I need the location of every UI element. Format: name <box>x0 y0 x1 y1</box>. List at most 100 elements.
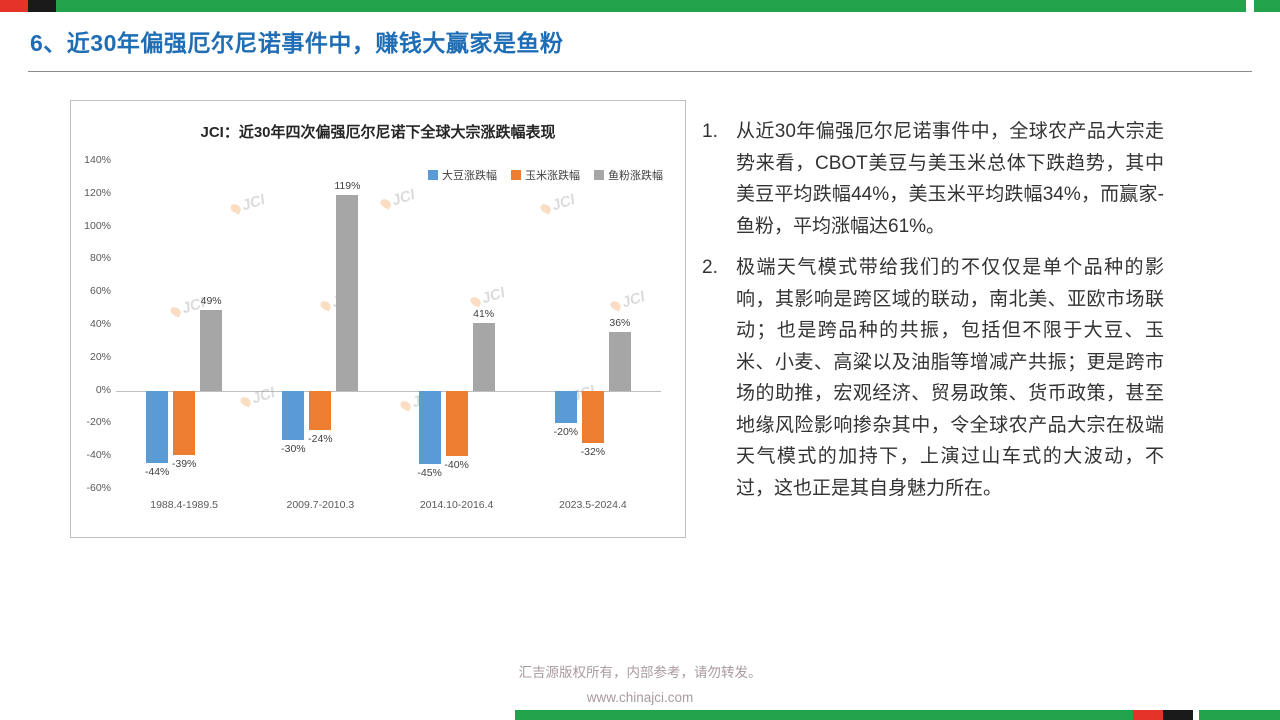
bottom-decoration-bar <box>0 710 1280 720</box>
flame-icon <box>608 299 623 312</box>
bar-soybean-2014.10-2016.4 <box>418 390 441 465</box>
legend-swatch <box>511 170 521 180</box>
bottom-bar-green-segment <box>515 710 1133 720</box>
top-bar-green-end-segment <box>1254 0 1280 12</box>
note-item: 1. 从近30年偏强厄尔尼诺事件中，全球农产品大宗走势来看，CBOT美豆与美玉米总… <box>702 116 1164 242</box>
y-axis: 140% 120% 100% 80% 60% 40% 20% 0% -20% -40% -60% <box>71 101 685 537</box>
legend-item-corn: 玉米涨跌幅 <box>511 167 580 183</box>
flame-icon <box>168 305 183 318</box>
bottom-bar-green-end-segment <box>1199 710 1280 720</box>
footer: 汇吉源版权所有，内部参考，请勿转发。 www.chinajci.com <box>0 660 1280 710</box>
bar-value-label: -44% <box>144 465 170 478</box>
bar-value-label: -30% <box>281 442 306 455</box>
top-bar-gap <box>1246 0 1254 12</box>
bar-value-label: 119% <box>334 180 361 193</box>
watermark-text: JCI <box>239 191 268 215</box>
bar-fishmeal-2023.5-2024.4 <box>608 331 631 391</box>
flame-icon <box>238 395 253 408</box>
y-axis-tick-label: -20% <box>86 416 111 429</box>
notes-list: 1. 从近30年偏强厄尔尼诺事件中，全球农产品大宗走势来看，CBOT美豆与美玉米总… <box>702 116 1164 514</box>
bar-soybean-2023.5-2024.4 <box>554 390 577 424</box>
flame-icon <box>378 197 393 210</box>
flame-icon <box>228 202 243 215</box>
legend-swatch <box>594 170 604 180</box>
bar-soybean-1988.4-1989.5 <box>146 390 169 463</box>
x-axis-category-label: 2014.10-2016.4 <box>419 499 494 511</box>
x-axis-category-label: 1988.4-1989.5 <box>150 499 218 511</box>
bottom-bar-gap-left <box>0 710 515 720</box>
watermark-text: JCI <box>549 191 578 215</box>
watermark-text: JCI <box>249 384 278 408</box>
note-item: 2. 极端天气模式带给我们的不仅仅是单个品种的影响，其影响是跨区域的联动，南北美、… <box>702 252 1164 504</box>
bar-value-label: -20% <box>553 426 579 439</box>
title-divider <box>28 71 1252 72</box>
bar-corn-2014.10-2016.4 <box>445 390 468 457</box>
x-axis: 1988.4-1989.5 2009.7-2010.3 2014.10-2016.4… <box>116 499 661 519</box>
bar-value-label: 36% <box>609 316 631 329</box>
jci-watermark: JCI <box>538 191 578 218</box>
jci-watermark: JCI <box>378 186 418 213</box>
x-axis-category-label: 2023.5-2024.4 <box>559 499 627 511</box>
watermark-text: JCI <box>479 284 508 308</box>
bar-value-label: -40% <box>444 459 469 472</box>
flame-icon <box>538 202 553 215</box>
legend-label: 大豆涨跌幅 <box>442 170 497 182</box>
note-text: 极端天气模式带给我们的不仅仅是单个品种的影响，其影响是跨区域的联动，南北美、亚欧… <box>736 257 1164 499</box>
bar-fishmeal-2009.7-2010.3 <box>336 195 359 391</box>
footer-website: www.chinajci.com <box>586 690 694 705</box>
bar-value-label: -24% <box>308 432 333 445</box>
bar-value-label: -32% <box>580 446 606 459</box>
note-number: 1. <box>702 121 718 142</box>
y-axis-tick-label: 0% <box>95 383 111 396</box>
bar-value-label: 49% <box>200 295 222 308</box>
bar-soybean-2009.7-2010.3 <box>282 390 305 440</box>
note-number: 2. <box>702 257 718 278</box>
y-axis-tick-label: 60% <box>89 285 111 298</box>
y-axis-tick-label: 120% <box>84 186 111 199</box>
jci-watermark: JCI <box>228 191 268 218</box>
chart-panel: JCI：近30年四次偏强厄尔尼诺下全球大宗涨跌幅表现 大豆涨跌幅 玉米涨跌幅 鱼粉涨… <box>70 100 686 538</box>
chart-legend: 大豆涨跌幅 玉米涨跌幅 鱼粉涨跌幅 <box>428 167 663 183</box>
bottom-bar-red-segment <box>1133 710 1163 720</box>
top-decoration-bar <box>0 0 1280 12</box>
y-axis-tick-label: 140% <box>84 154 111 166</box>
bar-corn-1988.4-1989.5 <box>173 390 196 455</box>
zero-axis-line <box>116 390 661 392</box>
flame-icon <box>398 399 413 412</box>
chart-plot-area: JCIJCIJCIJCIJCIJCIJCIJCIJCIJCI-44%-39%49… <box>116 161 661 489</box>
legend-item-soybean: 大豆涨跌幅 <box>428 167 497 183</box>
watermark-text: JCI <box>619 288 648 312</box>
chart-title: JCI：近30年四次偏强厄尔尼诺下全球大宗涨跌幅表现 <box>200 124 556 141</box>
x-axis-category-label: 2009.7-2010.3 <box>286 499 355 511</box>
y-axis-tick-label: -60% <box>86 482 111 494</box>
legend-swatch <box>428 170 438 180</box>
y-axis-tick-label: 40% <box>89 318 111 330</box>
flame-icon <box>318 299 333 312</box>
bar-corn-2023.5-2024.4 <box>581 390 604 444</box>
y-axis-tick-label: -40% <box>86 449 111 462</box>
bar-value-label: -39% <box>171 457 197 470</box>
y-axis-tick-label: 80% <box>89 252 111 265</box>
top-bar-green-segment <box>56 0 1246 12</box>
flame-icon <box>468 295 483 308</box>
bar-fishmeal-2014.10-2016.4 <box>472 323 495 391</box>
legend-label: 玉米涨跌幅 <box>525 170 580 182</box>
watermark-text: JCI <box>389 186 418 210</box>
top-bar-red-segment <box>0 0 28 12</box>
bar-corn-2009.7-2010.3 <box>309 390 332 430</box>
jci-watermark: JCI <box>468 284 508 311</box>
top-bar-black-segment <box>28 0 56 12</box>
jci-watermark: JCI <box>608 288 648 315</box>
bar-fishmeal-1988.4-1989.5 <box>200 310 223 391</box>
bottom-bar-black-segment <box>1163 710 1193 720</box>
footer-copyright: 汇吉源版权所有，内部参考，请勿转发。 <box>518 665 762 680</box>
bar-value-label: -45% <box>417 467 442 480</box>
legend-label: 鱼粉涨跌幅 <box>608 170 663 182</box>
jci-watermark: JCI <box>238 384 278 411</box>
page-title: 6、近30年偏强厄尔尼诺事件中，赚钱大赢家是鱼粉 <box>30 30 564 56</box>
y-axis-tick-label: 20% <box>89 350 111 363</box>
y-axis-tick-label: 100% <box>84 219 111 232</box>
legend-item-fishmeal: 鱼粉涨跌幅 <box>594 167 663 183</box>
bar-value-label: 41% <box>473 308 495 321</box>
